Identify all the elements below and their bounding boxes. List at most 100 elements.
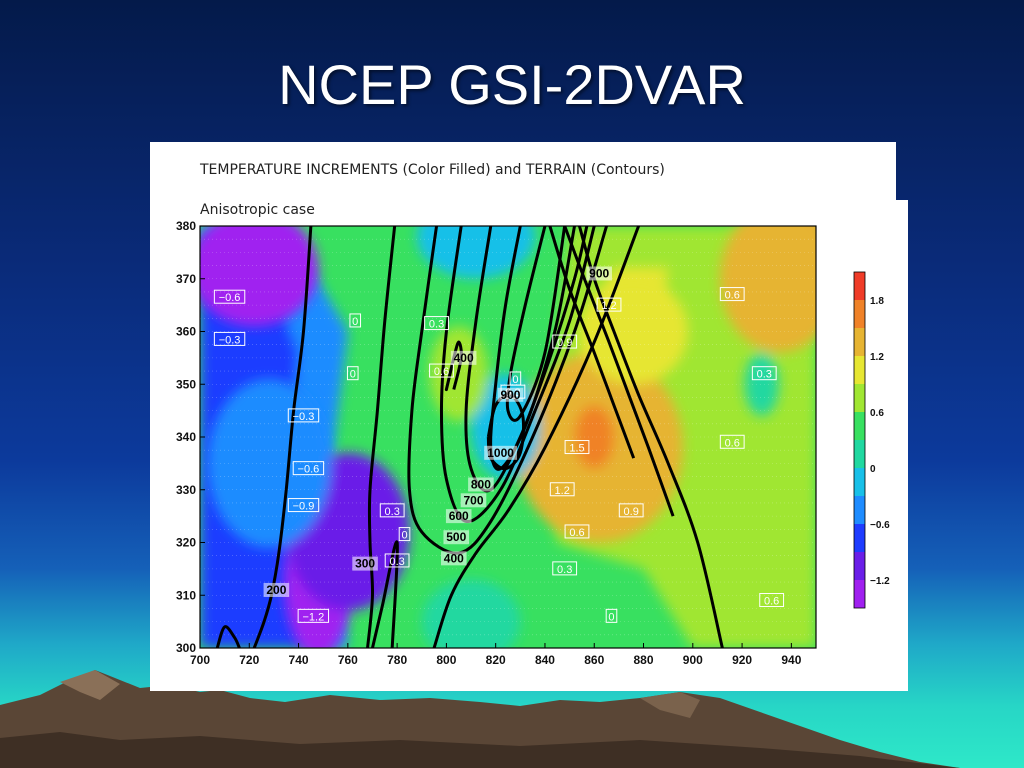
label-box [618, 503, 644, 518]
colorbar-segment [854, 468, 865, 496]
label-text: 300 [355, 557, 375, 571]
label-box [346, 366, 359, 381]
label-box [596, 297, 622, 312]
terrain-contour-line [366, 226, 397, 648]
y-tick-label: 340 [176, 430, 196, 444]
label-box [384, 553, 410, 568]
x-tick-label: 700 [190, 653, 210, 667]
increment-contour-label: 0.9 [618, 503, 644, 518]
label-box [352, 556, 378, 571]
label-text: −0.6 [298, 464, 320, 476]
label-text: 0 [350, 369, 356, 381]
x-tick-label: 760 [338, 653, 358, 667]
x-tick-label: 780 [387, 653, 407, 667]
colorbar-segment [854, 328, 865, 356]
terrain-contour-label: 800 [468, 477, 494, 492]
increment-contour-labels: −0.6−0.3−0.3−0.6−0.9−1.2000.30.60.300.30… [213, 287, 785, 623]
x-tick-label: 800 [436, 653, 456, 667]
increment-contour-label: 0.6 [719, 287, 745, 302]
label-box [586, 266, 612, 281]
x-tick-label: 900 [683, 653, 703, 667]
label-text: 0 [512, 374, 518, 386]
label-box [440, 551, 467, 566]
label-text: 0 [401, 530, 407, 542]
increment-blob [719, 226, 816, 353]
label-box [429, 363, 454, 378]
label-box [424, 316, 449, 331]
label-text: 600 [449, 509, 469, 523]
increment-contour-label: 0.9 [552, 334, 578, 349]
colorbar-segment [854, 384, 865, 412]
label-box [564, 524, 590, 539]
label-text: 900 [589, 266, 609, 280]
terrain-contour-line [252, 226, 313, 648]
label-text: 0.9 [624, 506, 639, 518]
plot-area [200, 226, 816, 648]
colorbar-tick-label: 1.2 [870, 352, 884, 363]
label-text: 0 [608, 611, 614, 623]
y-tick-label: 320 [176, 536, 196, 550]
colorbar-segment [854, 552, 865, 580]
terrain-contour-line [563, 226, 675, 517]
label-text: 0.6 [569, 527, 584, 539]
terrain-contour-label: 400 [440, 551, 467, 566]
label-text: 1.2 [555, 485, 570, 497]
y-axis: 300 310 320 330 340 350 360 370 380 [176, 219, 205, 655]
terrain-contour-line [371, 540, 399, 648]
label-text: 0.3 [757, 369, 772, 381]
y-tick-label: 300 [176, 641, 196, 655]
label-box [287, 408, 320, 423]
label-box [460, 493, 487, 508]
label-text: 0.6 [764, 596, 779, 608]
terrain-contour-label: 900 [586, 266, 612, 281]
terrain-contour-label: 600 [445, 509, 472, 524]
terrain-contour-label: 900 [497, 387, 524, 402]
increment-contour-label: 0.3 [379, 503, 405, 518]
terrain-contour-label: 700 [460, 493, 487, 508]
label-text: 1.2 [601, 300, 616, 312]
label-box [484, 445, 518, 460]
label-box [398, 527, 411, 542]
label-box [349, 313, 362, 328]
increment-blob [207, 378, 331, 548]
x-tick-label: 940 [781, 653, 801, 667]
increment-contour-label: 0 [398, 527, 411, 542]
label-text: 0 [352, 316, 358, 328]
increment-contour-label: 0.6 [564, 524, 590, 539]
y-tick-label: 370 [176, 272, 196, 286]
label-text: 0.6 [725, 437, 740, 449]
label-text: 0.3 [429, 319, 444, 331]
label-text: 900 [500, 388, 520, 402]
terrain-contour-label: 200 [263, 582, 290, 597]
increment-contour-label: 0.3 [751, 366, 777, 381]
x-tick-label: 740 [289, 653, 309, 667]
colorbar-segment [854, 524, 865, 552]
label-text: 0.9 [557, 337, 572, 349]
label-text: 700 [463, 493, 483, 507]
label-box [450, 350, 477, 365]
colorbar-border [853, 271, 866, 609]
colorbar-segment [854, 580, 865, 608]
chart-title: TEMPERATURE INCREMENTS (Color Filled) an… [199, 162, 665, 178]
increment-contour-label: 0 [349, 313, 362, 328]
colorbar-tick-label: 0 [870, 464, 876, 475]
label-box [297, 608, 330, 623]
label-box [719, 287, 745, 302]
colorbar-segment [854, 496, 865, 524]
mountain-background [0, 670, 960, 768]
y-tick-label: 360 [176, 325, 196, 339]
label-box [564, 440, 590, 455]
label-box [287, 498, 320, 513]
label-text: 0.3 [557, 564, 572, 576]
label-text: 400 [444, 551, 464, 565]
slide-title: NCEP GSI-2DVAR [278, 53, 746, 116]
increment-contour-label: −0.3 [287, 408, 320, 423]
colorbar-segment [854, 272, 865, 300]
terrain-contour-label: 500 [443, 530, 470, 545]
increment-contour-label: 0.6 [429, 363, 454, 378]
y-tick-label: 330 [176, 483, 196, 497]
colorbar-tick-label: −1.2 [870, 576, 890, 587]
label-text: −0.6 [219, 292, 241, 304]
increment-contour-label: 0 [346, 366, 359, 381]
increment-contour-label: −0.9 [287, 498, 320, 513]
